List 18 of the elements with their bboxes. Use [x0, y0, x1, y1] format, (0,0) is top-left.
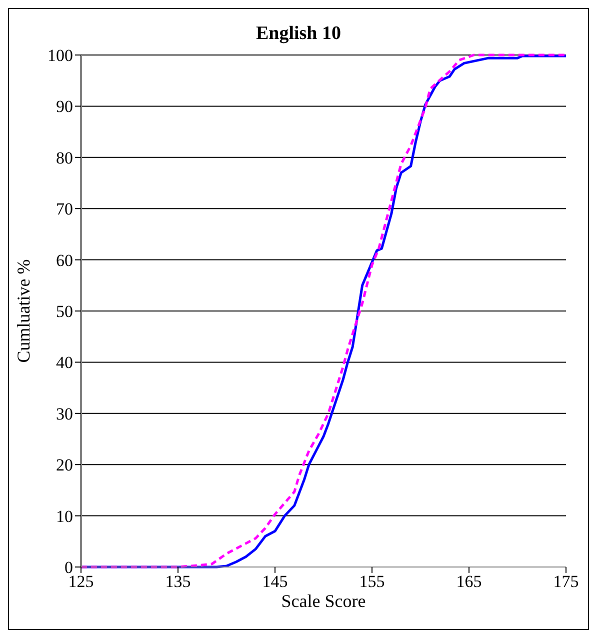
x-tick-label: 175 — [553, 572, 579, 592]
y-axis-title: Cumluative % — [13, 259, 34, 363]
y-tick-label: 90 — [56, 97, 73, 116]
x-tick-label: 135 — [165, 572, 191, 592]
y-tick-label: 80 — [56, 148, 73, 168]
y-tick-label: 20 — [56, 456, 73, 475]
x-tick-label: 165 — [456, 572, 482, 592]
y-tick-label: 50 — [56, 302, 73, 322]
chart-title: English 10 — [254, 23, 342, 46]
y-tick-label: 30 — [56, 404, 73, 424]
y-tick-label: 60 — [56, 250, 73, 270]
x-tick-label: 145 — [262, 572, 288, 592]
x-tick-label: 155 — [359, 572, 385, 592]
y-tick-label: 40 — [56, 353, 73, 372]
y-tick-label: 70 — [56, 200, 73, 219]
x-axis-title: Scale Score — [281, 591, 366, 611]
y-tick-label: 100 — [48, 46, 73, 66]
y-tick-label: 10 — [56, 506, 73, 526]
